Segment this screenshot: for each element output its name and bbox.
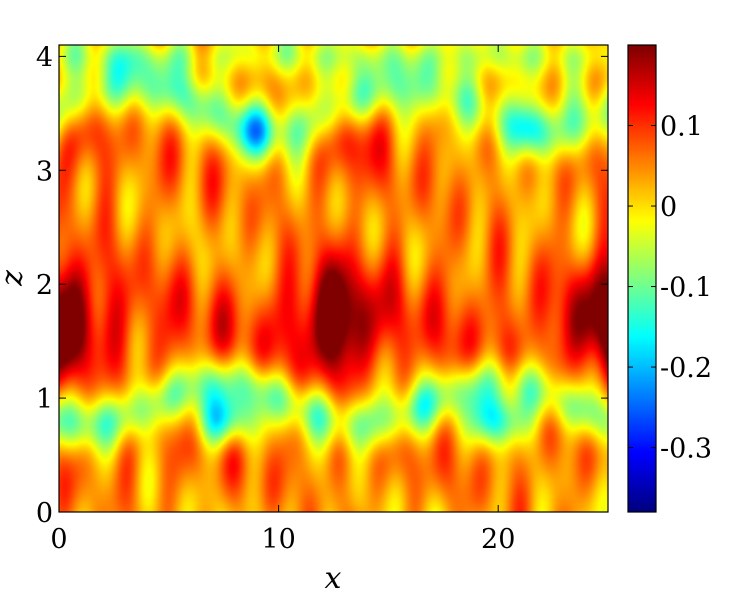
x-tick-labels: 0 10 20 [50,524,515,555]
colorbar-tick-label: 0 [660,192,677,223]
plot-area: 0 10 20 0 1 2 3 4 x z [0,42,609,596]
heatmap-field [59,45,608,512]
colorbar: 0.1 0 -0.1 -0.2 -0.3 [627,44,712,513]
x-tick-label: 0 [50,524,67,555]
y-tick-label: 2 [36,270,53,301]
colorbar-frame [627,44,657,513]
y-tick-label: 3 [36,156,53,187]
colorbar-gradient [628,45,656,512]
plot-tick-marks [58,45,608,513]
colorbar-tick-label: -0.3 [660,434,712,465]
y-tick-label: 4 [36,42,53,73]
colorbar-tick-labels: 0.1 0 -0.1 -0.2 -0.3 [660,112,712,465]
y-axis-label: z [0,270,30,287]
colorbar-tick-marks [628,125,656,449]
colorbar-tick-label: -0.1 [660,273,712,304]
y-tick-label: 1 [36,384,53,415]
x-tick-label: 10 [261,524,295,555]
y-tick-labels: 0 1 2 3 4 [36,42,53,529]
plot-frame [58,44,609,513]
x-axis-label: x [325,561,342,596]
colorbar-tick-label: 0.1 [660,112,703,143]
x-tick-label: 20 [481,524,515,555]
y-tick-label: 0 [36,498,53,529]
colorbar-tick-label: -0.2 [660,353,712,384]
